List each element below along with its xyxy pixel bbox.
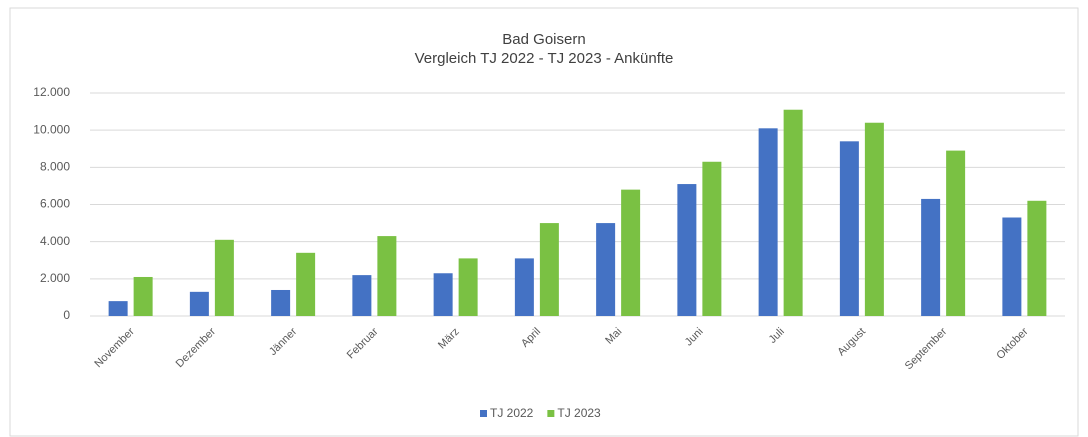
bar bbox=[839, 141, 859, 316]
bar bbox=[433, 273, 453, 316]
bar bbox=[864, 122, 884, 316]
bar bbox=[377, 236, 397, 316]
legend-swatch bbox=[480, 410, 487, 417]
bar bbox=[539, 223, 559, 316]
bar bbox=[214, 239, 234, 316]
y-tick-label: 2.000 bbox=[40, 271, 70, 285]
legend-label: TJ 2023 bbox=[557, 406, 601, 420]
bar bbox=[514, 258, 534, 316]
bar bbox=[133, 276, 153, 316]
bar bbox=[352, 275, 372, 316]
bar bbox=[946, 150, 966, 316]
bar bbox=[296, 252, 316, 316]
bar bbox=[921, 198, 941, 316]
y-tick-label: 0 bbox=[63, 308, 70, 322]
y-tick-label: 10.000 bbox=[33, 122, 70, 136]
bar bbox=[677, 184, 697, 316]
bar bbox=[189, 291, 209, 316]
legend-label: TJ 2022 bbox=[490, 406, 534, 420]
chart-title: Bad Goisern bbox=[502, 31, 585, 48]
bar bbox=[621, 189, 641, 316]
bar bbox=[458, 258, 478, 316]
legend-swatch bbox=[547, 410, 555, 417]
bar bbox=[702, 161, 722, 316]
bar bbox=[1002, 217, 1022, 316]
bar bbox=[271, 289, 291, 316]
bar bbox=[1027, 200, 1047, 316]
y-tick-label: 4.000 bbox=[40, 234, 70, 248]
y-tick-label: 6.000 bbox=[40, 197, 70, 211]
y-tick-label: 12.000 bbox=[33, 85, 70, 99]
chart-frame bbox=[9, 7, 1079, 437]
bar bbox=[758, 128, 778, 316]
bar bbox=[108, 301, 128, 316]
y-tick-label: 8.000 bbox=[40, 160, 70, 174]
bar bbox=[596, 223, 616, 316]
chart-subtitle: Vergleich TJ 2022 - TJ 2023 - Ankünfte bbox=[415, 50, 674, 67]
bar bbox=[783, 109, 803, 316]
